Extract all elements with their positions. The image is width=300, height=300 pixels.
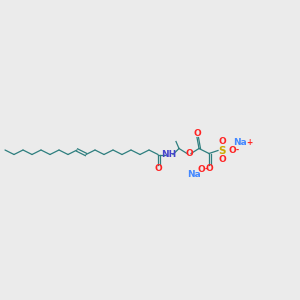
Text: O: O	[185, 149, 193, 158]
Text: O: O	[218, 155, 226, 164]
Text: O: O	[154, 164, 162, 173]
Text: O: O	[206, 164, 213, 173]
Text: Na: Na	[187, 170, 201, 179]
Text: O: O	[194, 129, 201, 138]
Text: O: O	[218, 137, 226, 146]
Text: +: +	[246, 138, 252, 147]
Text: S: S	[218, 146, 226, 155]
Text: O: O	[228, 146, 236, 155]
Text: O: O	[197, 165, 205, 174]
Text: Na: Na	[233, 138, 247, 147]
Text: NH: NH	[161, 150, 177, 159]
Text: -: -	[204, 165, 208, 174]
Text: -: -	[236, 146, 238, 155]
